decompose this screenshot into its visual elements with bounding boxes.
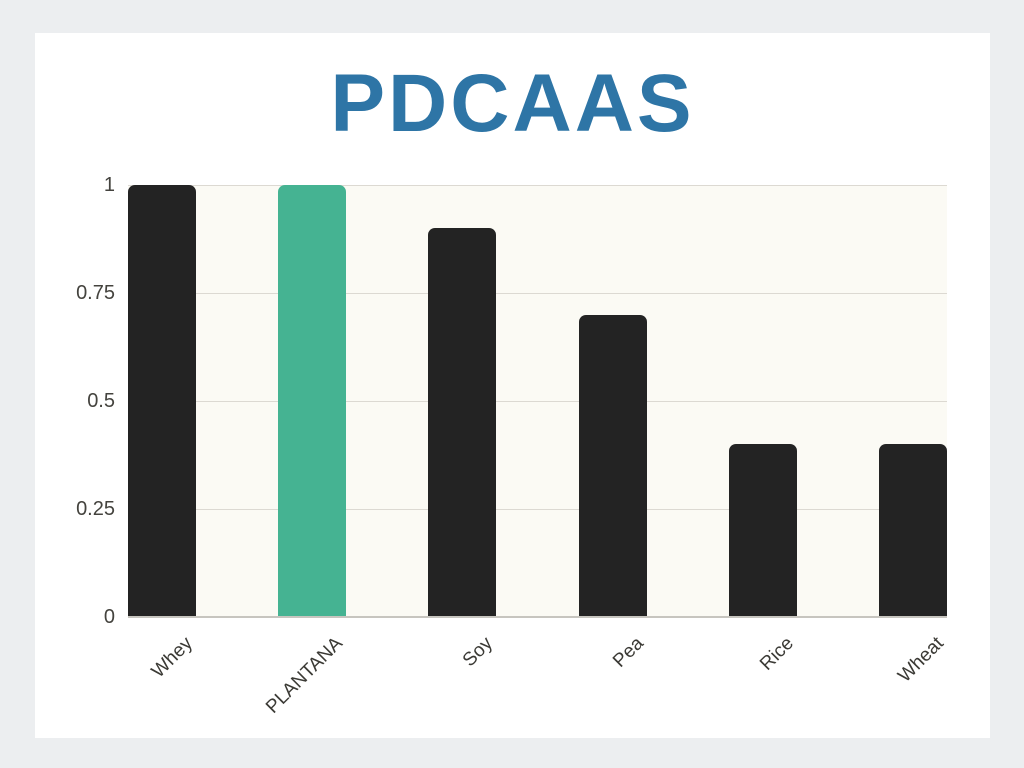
x-tick-label: Soy — [459, 633, 498, 672]
y-tick-label: 0.25 — [76, 498, 115, 520]
y-tick-label: 0.5 — [87, 390, 115, 412]
chart-title: PDCAAS — [330, 58, 695, 149]
y-tick-label: 1 — [103, 174, 115, 196]
gridline — [128, 185, 947, 186]
x-axis-line — [128, 616, 947, 618]
x-tick-label: Whey — [147, 633, 197, 683]
bar-whey — [128, 185, 196, 617]
bar-wheat — [878, 444, 947, 617]
y-axis: 0 0.25 0.5 0.75 1 — [35, 174, 115, 628]
bar-pea — [578, 314, 647, 617]
gridline — [128, 401, 947, 402]
y-tick-label: 0.75 — [76, 282, 115, 304]
gridline — [128, 293, 947, 294]
x-axis: Whey PLANTANA Soy Pea Rice Wheat — [128, 633, 948, 743]
x-tick-label: PLANTANA — [262, 633, 348, 718]
x-tick-label: Rice — [755, 633, 798, 675]
y-tick-label: 0 — [103, 606, 115, 628]
gridline — [128, 509, 947, 510]
bar-series — [128, 185, 947, 617]
chart-card: PDCAAS 0 0.25 0.5 0.75 1 Whey PLANTANA Soy Pea R… — [35, 33, 990, 738]
x-tick-label: Wheat — [894, 633, 948, 687]
bar-rice — [728, 444, 797, 617]
bar-soy — [428, 228, 497, 617]
bar-plantana — [278, 185, 347, 617]
x-tick-label: Pea — [608, 633, 648, 672]
plot-area — [128, 185, 947, 618]
